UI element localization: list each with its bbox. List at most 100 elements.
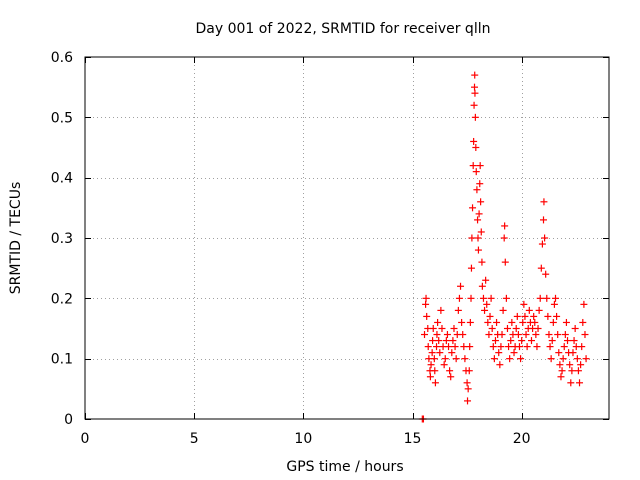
data-point [472,144,480,151]
data-point [442,337,450,345]
data-point [455,294,463,302]
data-point [441,355,449,363]
data-point [424,343,432,351]
data-point [501,258,509,266]
data-point [431,367,439,375]
data-point [472,168,480,176]
data-point [501,222,509,230]
data-point [555,349,563,357]
data-point [566,361,574,369]
data-point [474,216,482,224]
y-tick-label: 0.5 [51,110,73,126]
data-point [447,373,455,381]
data-point [467,264,475,272]
x-tick-label: 0 [81,431,90,447]
x-tick-label: 10 [294,431,312,447]
data-point [454,306,462,314]
data-point [538,240,546,248]
data-point [488,325,496,332]
data-point [523,343,531,351]
data-point [481,306,489,314]
data-point [537,264,545,272]
data-point [476,162,484,170]
data-point [461,355,469,363]
data-point [497,343,505,351]
data-point [573,355,581,363]
data-point [484,318,492,326]
data-point [520,300,528,308]
data-point [581,331,589,339]
data-point [577,361,585,369]
data-point [547,355,555,363]
y-tick-label: 0 [64,412,73,428]
data-point [540,216,547,224]
data-point [428,349,436,357]
x-axis-label: GPS time / hours [286,459,403,475]
data-point [478,258,486,266]
data-point [491,337,499,345]
data-point [427,361,435,369]
data-point [498,331,506,339]
data-point [421,331,429,339]
data-point [556,361,564,369]
data-point [469,204,477,212]
data-point [423,312,431,320]
data-point [553,312,561,320]
data-point [535,306,543,314]
data-point [463,379,471,387]
data-point [429,325,437,332]
data-point [449,337,457,345]
axis-ticks: 0 5 10 15 20 0 0.1 0.2 0.3 0.4 0.5 0.6 [51,50,609,447]
data-point [496,361,504,369]
y-tick-label: 0.4 [51,171,73,187]
data-point [541,234,549,242]
data-point [437,306,445,314]
data-point [544,312,552,320]
data-point [458,318,466,326]
y-tick-label: 0.3 [51,231,73,247]
data-point [448,349,456,357]
data-point [517,355,525,363]
data-point [540,198,548,206]
data-point [475,210,483,218]
data-point [438,325,446,332]
data-point [548,337,556,345]
data-point [557,373,565,381]
data-point [582,355,590,363]
data-point [469,162,477,170]
data-point [571,325,579,332]
data-point [512,325,520,332]
data-point [443,331,451,339]
data-point [542,270,550,278]
y-tick-label: 0.6 [51,50,73,66]
data-point [508,318,516,326]
data-point [490,355,498,363]
data-point [471,89,479,97]
data-point [560,343,568,351]
data-point [510,349,518,357]
data-point [465,367,473,375]
data-point [470,137,478,145]
chart-title: Day 001 of 2022, SRMTID for receiver qll… [196,21,491,37]
plot-frame [84,56,610,420]
data-point [533,343,541,351]
data-point [522,331,530,339]
data-point [534,325,542,332]
data-point [521,312,529,320]
data-point [530,312,538,320]
data-point [489,343,497,351]
data-point [502,294,510,302]
data-point [471,113,479,121]
data-point [506,355,514,363]
data-point [545,331,553,339]
data-point [433,331,441,339]
data-points [418,71,590,423]
data-point [467,294,475,302]
data-point [532,331,540,339]
data-point [531,318,539,326]
data-point [474,246,482,254]
data-point [558,367,566,375]
data-point [485,331,493,339]
data-point [457,282,465,290]
data-point [450,325,458,332]
